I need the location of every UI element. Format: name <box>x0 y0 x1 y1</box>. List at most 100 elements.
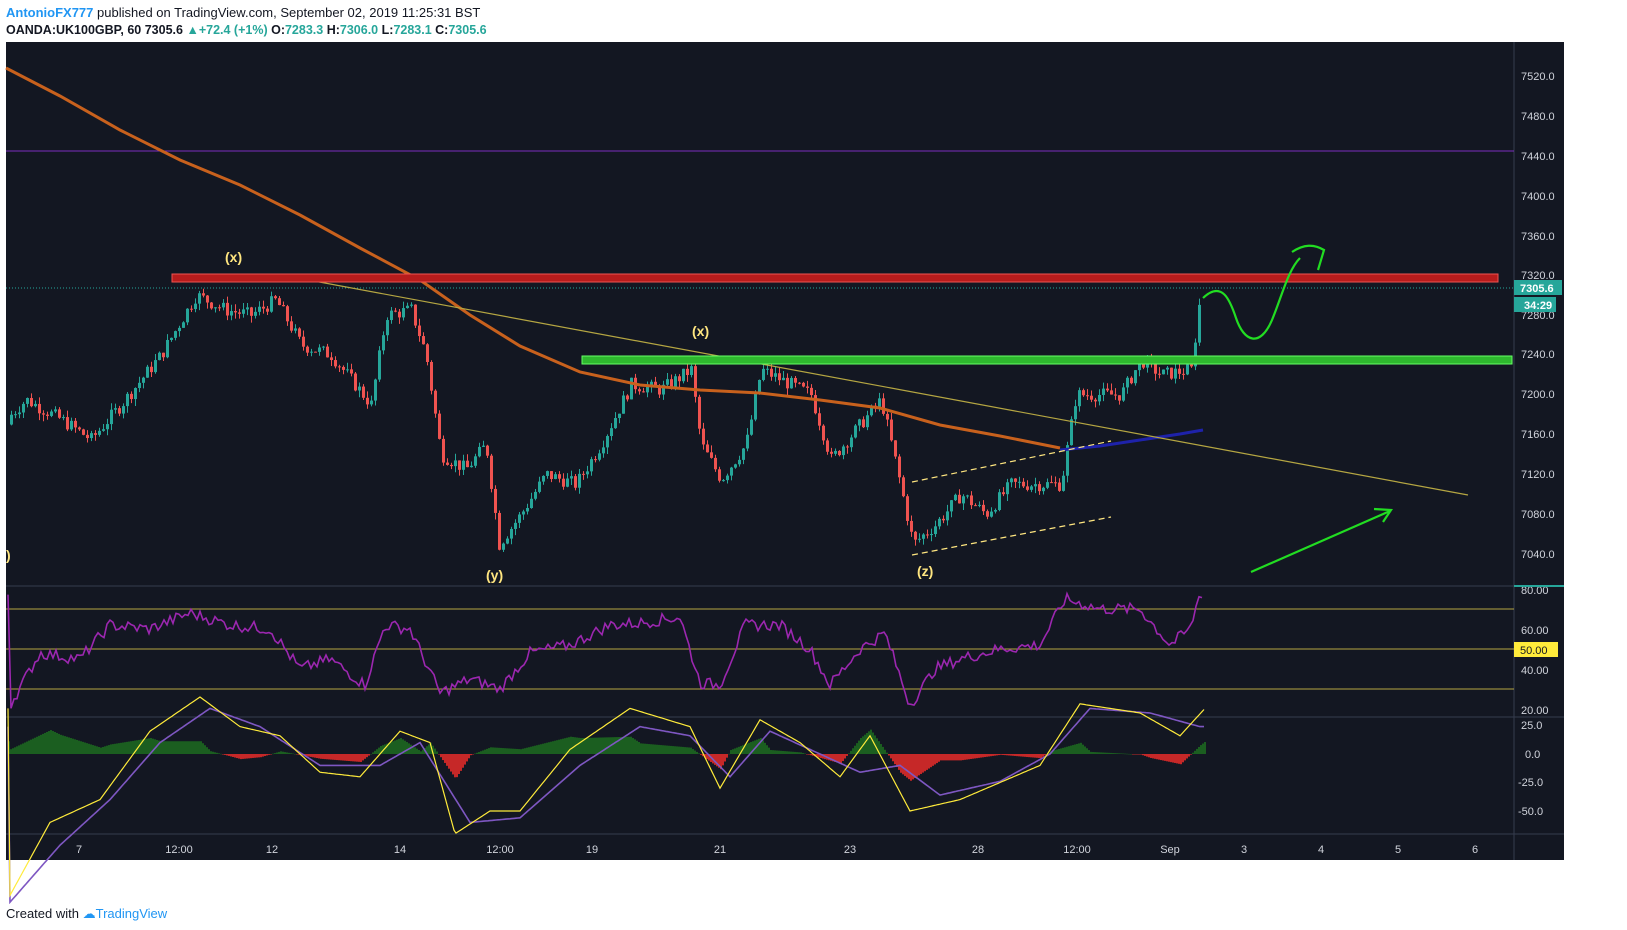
histogram-bar <box>530 746 532 754</box>
footer-brand[interactable]: TradingView <box>95 906 168 921</box>
histogram-bar <box>334 754 336 760</box>
rsi-line <box>7 591 1203 709</box>
candle-body <box>222 302 225 308</box>
histogram-bar <box>1178 754 1180 764</box>
histogram-bar <box>1114 753 1116 754</box>
histogram-bar <box>1174 754 1176 763</box>
histogram-bar <box>562 738 564 754</box>
candle-body <box>110 409 113 425</box>
histogram-bar <box>24 742 26 754</box>
histogram-bar <box>76 739 78 754</box>
histogram-bar <box>180 741 182 754</box>
histogram-bar <box>388 742 390 754</box>
histogram-bar <box>1176 754 1178 764</box>
histogram-bar <box>344 754 346 761</box>
candle-body <box>374 379 377 401</box>
histogram-bar <box>204 745 206 754</box>
histogram-bar <box>18 745 20 754</box>
symbol-label[interactable]: OANDA:UK100GBP, 60 <box>6 23 142 37</box>
histogram-bar <box>926 754 928 770</box>
histogram-bar <box>488 748 490 754</box>
projection-path[interactable] <box>1202 257 1301 340</box>
candle-body <box>102 429 105 431</box>
histogram-bar <box>832 754 834 762</box>
histogram-bar <box>70 738 72 754</box>
histogram-bar <box>102 746 104 754</box>
candle-body <box>718 469 721 481</box>
projection-arrow-icon[interactable] <box>1291 244 1326 271</box>
histogram-bar <box>1086 748 1088 754</box>
resistance-zone[interactable] <box>171 273 1499 283</box>
trendline[interactable] <box>286 275 1469 496</box>
candle-body <box>1054 482 1057 484</box>
candle-body <box>806 386 809 388</box>
channel-upper-line[interactable] <box>911 440 1112 483</box>
histogram-bar <box>596 737 598 754</box>
histogram-bar <box>838 754 840 764</box>
histogram-bar <box>1192 752 1194 754</box>
histogram-bar <box>690 747 692 754</box>
histogram-bar <box>466 754 468 762</box>
support-zone[interactable] <box>581 355 1513 365</box>
histogram-bar <box>74 739 76 754</box>
candle-body <box>490 455 493 489</box>
candle-body <box>906 496 909 521</box>
candle-body <box>98 430 101 435</box>
author-link[interactable]: AntonioFX777 <box>6 5 94 20</box>
publish-line: AntonioFX777 published on TradingView.co… <box>6 3 480 22</box>
histogram-bar <box>42 733 44 754</box>
candle-body <box>998 492 1001 511</box>
histogram-bar <box>422 749 424 754</box>
histogram-bar <box>522 748 524 754</box>
histogram-bar <box>210 751 212 754</box>
histogram-bar <box>1094 752 1096 754</box>
histogram-bar <box>426 746 428 754</box>
candle-body <box>742 448 745 460</box>
histogram-bar <box>182 741 184 754</box>
candle-body <box>26 398 29 404</box>
candle-body <box>602 447 605 454</box>
histogram-bar <box>332 754 334 760</box>
histogram-bar <box>922 754 924 773</box>
price-tick: 7200.0 <box>1521 389 1555 401</box>
histogram-bar <box>48 731 50 754</box>
histogram-bar <box>572 736 574 754</box>
candle-body <box>710 452 713 458</box>
osc-tick: 0.0 <box>1525 749 1540 761</box>
low-value: 7283.1 <box>393 23 432 37</box>
histogram-bar <box>1136 754 1138 755</box>
candle-body <box>1070 419 1073 446</box>
candle-body <box>766 368 769 370</box>
tradingview-logo-icon[interactable]: ☁ <box>82 906 96 921</box>
histogram-bar <box>776 750 778 754</box>
bullish-arrow-line[interactable] <box>1250 509 1391 574</box>
candle-body <box>1178 368 1181 374</box>
histogram-bar <box>888 754 890 756</box>
histogram-bar <box>324 754 326 760</box>
histogram-bar <box>934 754 936 765</box>
histogram-bar <box>356 754 358 762</box>
histogram-bar <box>688 747 690 754</box>
histogram-bar <box>348 754 350 762</box>
candle-body <box>746 434 749 449</box>
histogram-bar <box>928 754 930 769</box>
candle-body <box>510 528 513 539</box>
histogram-bar <box>1190 754 1192 755</box>
histogram-bar <box>440 754 442 758</box>
histogram-bar <box>796 752 798 754</box>
candle-body <box>1014 478 1017 482</box>
candle-body <box>714 457 717 470</box>
price-tick: 7040.0 <box>1521 549 1555 561</box>
time-axis-ticks: 7 12:00 12 14 12:00 19 21 23 28 12:00 Se… <box>76 844 1478 856</box>
histogram-bar <box>548 742 550 754</box>
chart-canvas[interactable]: 7520.0 7480.0 7440.0 7400.0 7360.0 7320.… <box>0 42 1627 904</box>
channel-lower-line[interactable] <box>911 516 1112 556</box>
histogram-bar <box>1006 754 1008 756</box>
candle-body <box>822 425 825 441</box>
candle-body <box>626 395 629 400</box>
histogram-bar <box>124 742 126 754</box>
candle-body <box>142 377 145 383</box>
histogram-bar <box>556 740 558 754</box>
candle-body <box>734 464 737 468</box>
candle-body <box>258 306 261 312</box>
